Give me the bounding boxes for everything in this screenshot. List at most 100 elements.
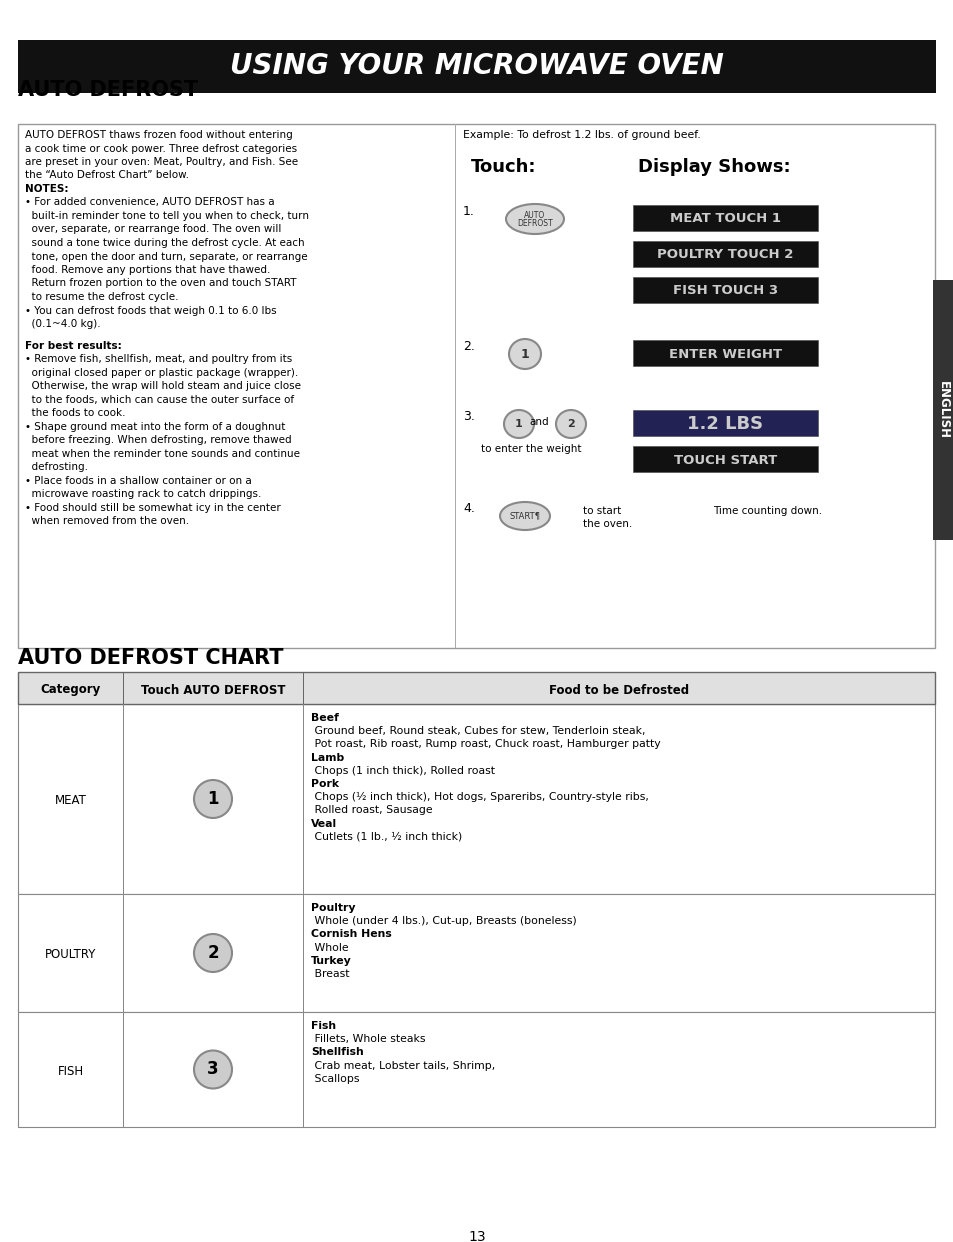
Text: when removed from the oven.: when removed from the oven. — [25, 517, 189, 527]
Text: POULTRY TOUCH 2: POULTRY TOUCH 2 — [657, 248, 793, 262]
Bar — [303, 704, 304, 894]
Bar — [633, 277, 817, 303]
Text: to resume the defrost cycle.: to resume the defrost cycle. — [25, 292, 178, 302]
Text: built-in reminder tone to tell you when to check, turn: built-in reminder tone to tell you when … — [25, 211, 309, 221]
Text: Otherwise, the wrap will hold steam and juice close: Otherwise, the wrap will hold steam and … — [25, 381, 301, 391]
Text: 4.: 4. — [462, 502, 475, 515]
Text: meat when the reminder tone sounds and continue: meat when the reminder tone sounds and c… — [25, 448, 299, 458]
Text: Breast: Breast — [311, 969, 349, 979]
Text: USING YOUR MICROWAVE OVEN: USING YOUR MICROWAVE OVEN — [230, 52, 723, 81]
Bar — [932, 279, 952, 540]
Text: 3.: 3. — [462, 410, 475, 424]
Text: START¶: START¶ — [509, 512, 540, 520]
Text: the “Auto Defrost Chart” below.: the “Auto Defrost Chart” below. — [25, 170, 189, 180]
Text: DEFROST: DEFROST — [517, 219, 552, 227]
Text: ENTER WEIGHT: ENTER WEIGHT — [668, 348, 781, 360]
Text: to start: to start — [582, 505, 620, 515]
Text: Touch:: Touch: — [471, 158, 536, 176]
Text: AUTO DEFROST: AUTO DEFROST — [18, 79, 198, 101]
Text: Crab meat, Lobster tails, Shrimp,: Crab meat, Lobster tails, Shrimp, — [311, 1061, 495, 1071]
Text: Cutlets (1 lb., ½ inch thick): Cutlets (1 lb., ½ inch thick) — [311, 832, 462, 842]
Bar — [633, 340, 817, 366]
Text: MEAT TOUCH 1: MEAT TOUCH 1 — [669, 212, 781, 226]
Text: 1.2 LBS: 1.2 LBS — [687, 415, 762, 433]
Text: food. Remove any portions that have thawed.: food. Remove any portions that have thaw… — [25, 265, 270, 274]
Text: Time counting down.: Time counting down. — [712, 505, 821, 515]
Text: 1: 1 — [515, 419, 522, 428]
Text: AUTO DEFROST CHART: AUTO DEFROST CHART — [18, 648, 283, 668]
Text: the foods to cook.: the foods to cook. — [25, 409, 126, 419]
Text: Whole (under 4 lbs.), Cut-up, Breasts (boneless): Whole (under 4 lbs.), Cut-up, Breasts (b… — [311, 917, 577, 927]
Text: original closed paper or plastic package (wrapper).: original closed paper or plastic package… — [25, 368, 298, 378]
Text: Rolled roast, Sausage: Rolled roast, Sausage — [311, 805, 432, 816]
Text: over, separate, or rearrange food. The oven will: over, separate, or rearrange food. The o… — [25, 225, 281, 235]
Text: before freezing. When defrosting, remove thawed: before freezing. When defrosting, remove… — [25, 435, 292, 445]
Text: Food to be Defrosted: Food to be Defrosted — [548, 683, 688, 697]
Text: • Remove fish, shellfish, meat, and poultry from its: • Remove fish, shellfish, meat, and poul… — [25, 354, 292, 364]
Text: Category: Category — [40, 683, 100, 697]
Text: 1: 1 — [207, 790, 218, 809]
Text: and: and — [529, 417, 548, 427]
Bar — [18, 704, 934, 894]
Bar — [633, 241, 817, 267]
Text: FISH TOUCH 3: FISH TOUCH 3 — [672, 284, 778, 298]
Ellipse shape — [505, 204, 563, 233]
Ellipse shape — [193, 1051, 232, 1088]
Text: Veal: Veal — [311, 818, 336, 828]
Text: • Place foods in a shallow container or on a: • Place foods in a shallow container or … — [25, 476, 252, 486]
Text: Shellfish: Shellfish — [311, 1047, 363, 1057]
Text: • Shape ground meat into the form of a doughnut: • Shape ground meat into the form of a d… — [25, 421, 285, 432]
Text: 1: 1 — [520, 348, 529, 360]
Text: microwave roasting rack to catch drippings.: microwave roasting rack to catch drippin… — [25, 489, 261, 499]
Bar — [18, 124, 934, 648]
Text: ENGLISH: ENGLISH — [936, 381, 948, 438]
Text: Touch AUTO DEFROST: Touch AUTO DEFROST — [141, 683, 285, 697]
Text: defrosting.: defrosting. — [25, 462, 88, 472]
Bar — [633, 446, 817, 472]
Text: Poultry: Poultry — [311, 903, 355, 913]
Text: AUTO: AUTO — [524, 210, 545, 220]
Text: Cornish Hens: Cornish Hens — [311, 929, 392, 939]
Text: are preset in your oven: Meat, Poultry, and Fish. See: are preset in your oven: Meat, Poultry, … — [25, 156, 297, 166]
Text: FISH: FISH — [57, 1064, 84, 1078]
Text: tone, open the door and turn, separate, or rearrange: tone, open the door and turn, separate, … — [25, 251, 307, 262]
Text: to enter the weight: to enter the weight — [480, 443, 581, 455]
Bar — [633, 205, 817, 231]
Bar — [123, 672, 124, 704]
Text: Display Shows:: Display Shows: — [638, 158, 790, 176]
Text: a cook time or cook power. Three defrost categories: a cook time or cook power. Three defrost… — [25, 144, 296, 154]
Text: sound a tone twice during the defrost cycle. At each: sound a tone twice during the defrost cy… — [25, 238, 304, 248]
Text: • For added convenience, AUTO DEFROST has a: • For added convenience, AUTO DEFROST ha… — [25, 197, 274, 207]
Text: POULTRY: POULTRY — [45, 949, 96, 961]
Bar — [303, 672, 304, 704]
Text: Scallops: Scallops — [311, 1074, 359, 1084]
Bar — [633, 410, 817, 436]
Text: 2: 2 — [207, 944, 218, 963]
Ellipse shape — [193, 780, 232, 818]
Text: 3: 3 — [207, 1061, 218, 1078]
Text: Chops (½ inch thick), Hot dogs, Spareribs, Country-style ribs,: Chops (½ inch thick), Hot dogs, Sparerib… — [311, 792, 648, 802]
Bar — [18, 1012, 934, 1126]
Text: AUTO DEFROST thaws frozen food without entering: AUTO DEFROST thaws frozen food without e… — [25, 130, 293, 140]
Text: to the foods, which can cause the outer surface of: to the foods, which can cause the outer … — [25, 395, 294, 405]
Bar — [123, 894, 124, 1012]
Bar — [123, 704, 124, 894]
Text: Pork: Pork — [311, 779, 338, 789]
Text: Turkey: Turkey — [311, 956, 352, 966]
Text: Example: To defrost 1.2 lbs. of ground beef.: Example: To defrost 1.2 lbs. of ground b… — [462, 130, 700, 140]
Text: For best results:: For best results: — [25, 340, 122, 350]
Ellipse shape — [509, 339, 540, 369]
Ellipse shape — [503, 410, 534, 438]
Text: the oven.: the oven. — [582, 519, 632, 529]
Text: Fish: Fish — [311, 1021, 335, 1031]
Text: Return frozen portion to the oven and touch START: Return frozen portion to the oven and to… — [25, 278, 296, 288]
Bar — [303, 1012, 304, 1126]
Text: 2: 2 — [566, 419, 575, 428]
Text: Beef: Beef — [311, 713, 338, 723]
Text: Chops (1 inch thick), Rolled roast: Chops (1 inch thick), Rolled roast — [311, 766, 495, 776]
Bar — [455, 124, 456, 648]
Text: TOUCH START: TOUCH START — [673, 453, 777, 467]
Bar — [18, 40, 935, 93]
Ellipse shape — [499, 502, 550, 530]
Text: (0.1~4.0 kg).: (0.1~4.0 kg). — [25, 319, 100, 329]
